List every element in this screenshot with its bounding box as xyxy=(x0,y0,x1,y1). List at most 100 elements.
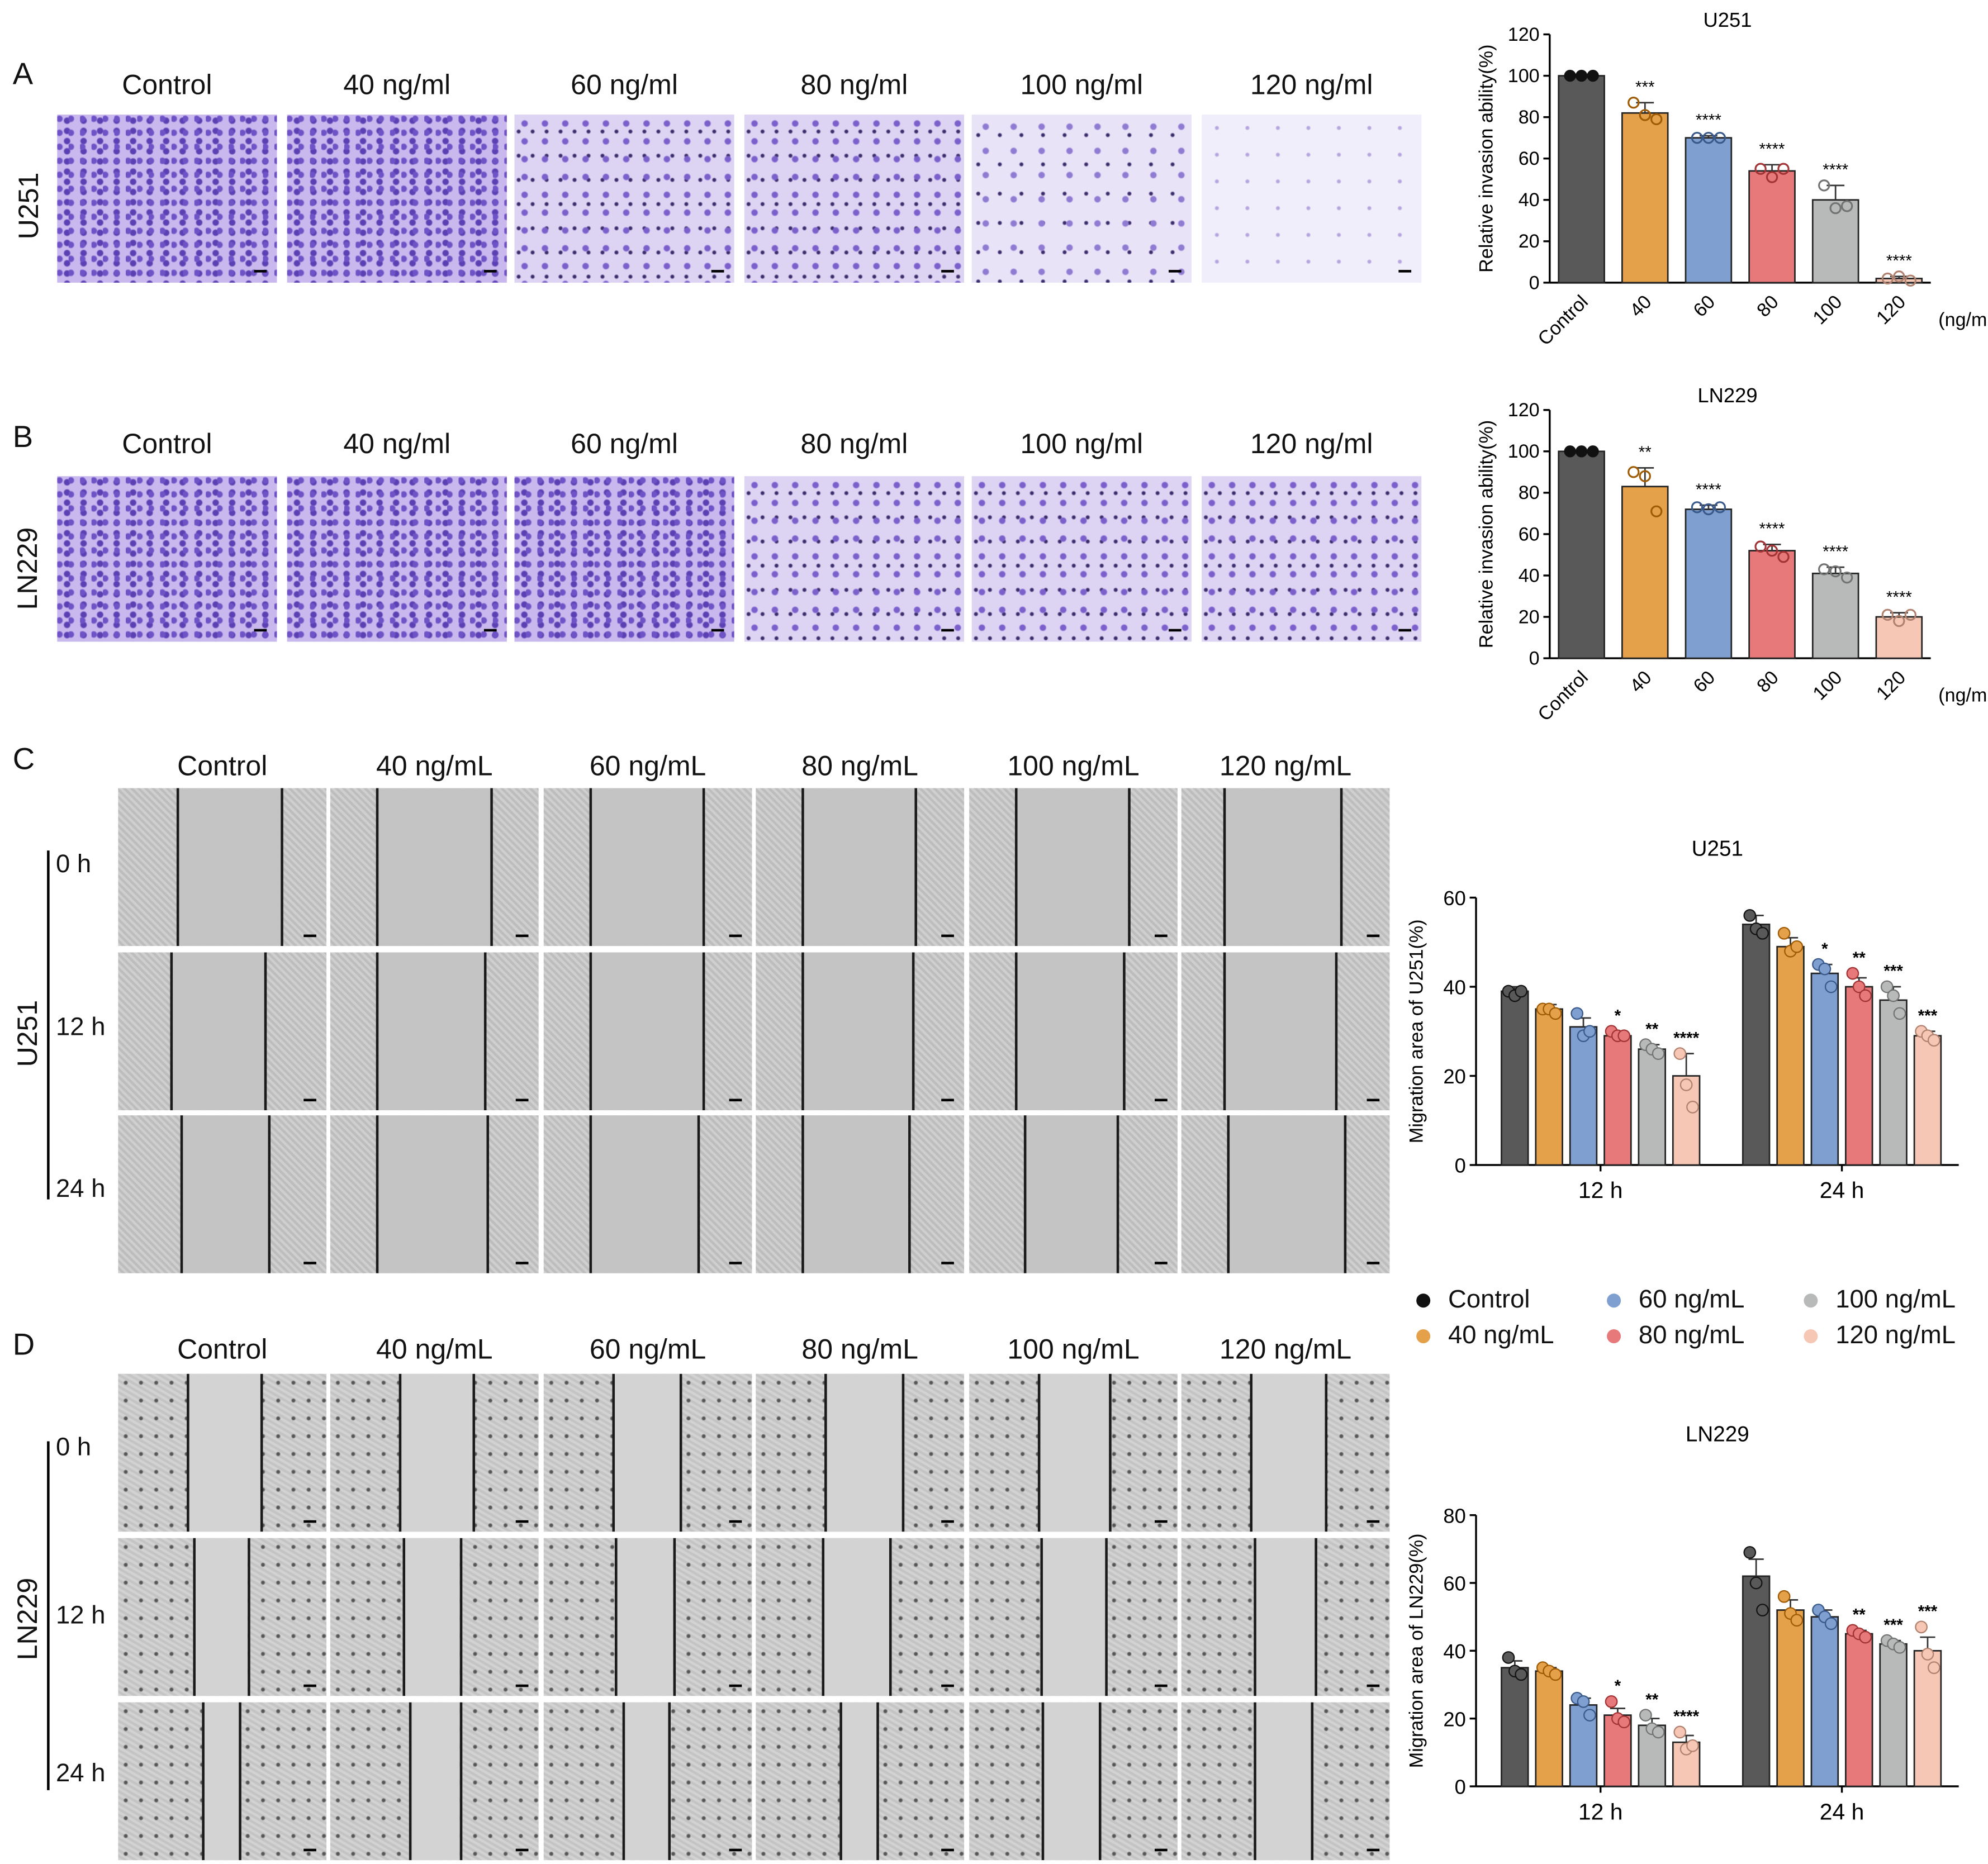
panel-c-time-1: 12 h xyxy=(56,1013,106,1042)
panel-a-label-0: Control xyxy=(122,69,212,101)
scratch-edge-left xyxy=(1250,1373,1253,1532)
bar-24 h-Control xyxy=(1742,923,1771,1166)
scale-bar xyxy=(515,1848,529,1852)
scale-bar xyxy=(515,1684,529,1687)
bar-24 h-100 ng/mL xyxy=(1879,1643,1908,1787)
data-point xyxy=(1829,565,1842,578)
panel-b-letter: B xyxy=(12,420,34,455)
chart-b-ln229-invasion: LN229 0 20 40 60 80 100 120 Relative invasion ab… xyxy=(1476,384,1988,725)
scratch-gap xyxy=(176,788,281,947)
significance-mark: ** xyxy=(1645,1020,1658,1038)
y-tick-label: 40 xyxy=(1519,565,1540,586)
data-point xyxy=(1859,989,1872,1002)
y-tick-label: 20 xyxy=(1443,1708,1465,1730)
chart-title: U251 xyxy=(1692,836,1743,860)
panel-d-letter: D xyxy=(12,1328,35,1363)
scratch-edge-left xyxy=(1038,1373,1041,1532)
data-point xyxy=(1628,97,1640,109)
y-tick-label: 60 xyxy=(1519,148,1540,169)
chart-title: U251 xyxy=(1704,8,1752,31)
y-tick-label: 60 xyxy=(1443,887,1465,910)
scratch-edge-left xyxy=(376,788,379,947)
bar-24 h-120 ng/mL xyxy=(1913,1035,1942,1166)
scratch-edge-left xyxy=(409,1702,412,1861)
bar-100 xyxy=(1811,199,1859,284)
scale-bar xyxy=(941,270,954,273)
scratch-edge-left xyxy=(1040,1538,1043,1696)
y-tick-label: 120 xyxy=(1508,24,1540,45)
panel-a-label-5: 120 ng/ml xyxy=(1250,69,1373,101)
data-point xyxy=(1777,1590,1791,1603)
panel-d-scratch-0-4 xyxy=(969,1373,1178,1532)
significance-mark: ** xyxy=(1645,1690,1658,1709)
panel-d-label-1: 40 ng/mL xyxy=(376,1333,493,1365)
scratch-gap xyxy=(376,1115,487,1273)
scratch-gap xyxy=(1023,1115,1117,1273)
data-point xyxy=(1766,171,1778,183)
panel-d-label-5: 120 ng/mL xyxy=(1219,1333,1352,1365)
scratch-edge-right xyxy=(459,1538,462,1696)
legend-item-1: 60 ng/mL xyxy=(1607,1286,1744,1315)
legend-dot-icon xyxy=(1607,1294,1621,1308)
data-point xyxy=(1921,1648,1934,1661)
panel-c-time-0: 0 h xyxy=(56,850,92,879)
scratch-gap xyxy=(1038,1373,1109,1532)
significance-mark: **** xyxy=(1823,161,1848,179)
data-point xyxy=(1887,989,1900,1002)
panel-d-label-2: 60 ng/mL xyxy=(589,1333,706,1365)
significance-mark: *** xyxy=(1883,962,1903,981)
panel-d-row-label: LN229 xyxy=(11,1577,44,1661)
significance-mark: * xyxy=(1821,940,1828,958)
data-point xyxy=(1575,445,1588,458)
chart-a-u251-invasion: U251 0 20 40 60 80 100 120 Relative invasion abi… xyxy=(1476,8,1988,350)
scratch-gap xyxy=(376,788,491,947)
scratch-edge-right xyxy=(490,788,494,947)
chart-title: LN229 xyxy=(1697,384,1757,407)
scale-bar xyxy=(1367,1262,1380,1264)
data-point xyxy=(1818,563,1830,576)
panel-a-label-3: 80 ng/ml xyxy=(800,69,908,101)
scratch-edge-left xyxy=(801,952,804,1111)
scratch-edge-right xyxy=(486,1115,490,1273)
scratch-edge-right xyxy=(472,1373,475,1532)
y-tick-label: 100 xyxy=(1508,441,1540,462)
scratch-edge-left xyxy=(824,1373,827,1532)
bar-24 h-100 ng/mL xyxy=(1879,999,1908,1166)
panel-b-micrograph-2 xyxy=(514,476,734,642)
bar-Control xyxy=(1558,450,1605,659)
x-tick-label: Control xyxy=(1534,667,1592,725)
legend-dot-icon xyxy=(1416,1294,1431,1308)
panel-c-scratch-1-1 xyxy=(330,952,539,1111)
x-group-label: 24 h xyxy=(1820,1799,1864,1824)
scratch-edge-left xyxy=(176,788,179,947)
scale-bar xyxy=(303,1848,316,1852)
data-point xyxy=(1749,1576,1763,1590)
panel-d-scratch-0-5 xyxy=(1181,1373,1390,1532)
panel-a-micrograph-0 xyxy=(57,115,277,283)
scratch-edge-right xyxy=(1127,788,1130,947)
data-point xyxy=(1904,608,1916,621)
panel-c-time-bar xyxy=(47,850,50,1200)
panel-c-scratch-1-0 xyxy=(118,952,327,1111)
scale-bar xyxy=(711,629,724,632)
scale-bar xyxy=(1168,270,1182,273)
scale-bar xyxy=(729,1684,742,1687)
scale-bar xyxy=(941,629,954,632)
data-point xyxy=(1840,571,1853,584)
y-tick-label: 0 xyxy=(1529,272,1540,293)
y-axis-label: Relative invasion ability(%) xyxy=(1476,420,1497,648)
y-tick-label: 40 xyxy=(1443,976,1465,999)
x-group-label: 12 h xyxy=(1578,1799,1623,1824)
scratch-gap xyxy=(824,1373,902,1532)
x-tick-label: 100 xyxy=(1809,667,1846,704)
data-point xyxy=(1639,1709,1652,1722)
scratch-gap xyxy=(398,1373,472,1532)
data-point xyxy=(1893,1640,1906,1654)
significance-mark: ** xyxy=(1853,1606,1866,1624)
scratch-edge-left xyxy=(589,952,592,1111)
data-point xyxy=(1652,1725,1665,1739)
panel-b-label-1: 40 ng/ml xyxy=(343,427,451,460)
data-point xyxy=(1852,980,1866,993)
data-point xyxy=(1639,109,1651,121)
